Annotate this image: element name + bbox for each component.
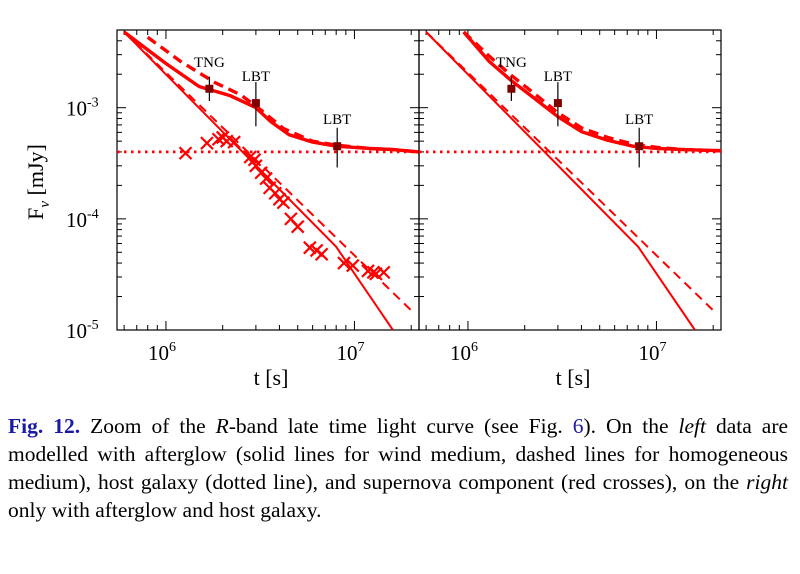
telescope-label: LBT xyxy=(544,69,572,85)
supernova-cross xyxy=(227,135,241,149)
figure-caption: Fig. 12. Zoom of the R-band late time li… xyxy=(8,412,788,524)
supernova-cross-stroke xyxy=(268,186,283,201)
data-square xyxy=(333,142,342,151)
x-tick-label: 107 xyxy=(336,340,364,365)
caption-band: R xyxy=(215,414,229,438)
supernova-cross-stroke xyxy=(337,256,351,270)
caption-text: Zoom of the xyxy=(80,414,216,438)
supernova-cross-stroke xyxy=(211,132,226,147)
wind-afterglow-line xyxy=(123,31,394,330)
photometry-point: LBT xyxy=(323,112,351,168)
y-axis-label: Fν [mJy] xyxy=(23,144,53,220)
x-tick-exponent: 7 xyxy=(659,340,666,355)
y-tick-label: 10-3 xyxy=(66,96,99,121)
axis-labels: 106 107 t [s] 10-3 10-4 10-5 Fν [mJy] 106 107 t [… xyxy=(23,96,666,390)
supernova-cross xyxy=(290,219,305,234)
y-tick-label: 10-5 xyxy=(66,318,99,343)
supernova-cross-stroke xyxy=(314,247,329,262)
supernova-cross xyxy=(276,195,291,210)
x-tick-label: 106 xyxy=(450,340,478,365)
x-tick-exponent: 6 xyxy=(471,340,478,355)
x-axis-label: t [s] xyxy=(556,365,591,390)
photometry-point: LBT xyxy=(242,69,270,127)
homogeneous-afterglow-line xyxy=(425,31,714,312)
homogeneous-total-curve xyxy=(146,35,419,154)
plot-area xyxy=(117,30,419,330)
caption-right-word: right xyxy=(746,470,788,494)
supernova-cross xyxy=(376,265,391,280)
photometry-point: LBT xyxy=(544,69,572,127)
caption-text: -band late time light curve (see Fig. xyxy=(228,414,573,438)
x-tick-exponent: 6 xyxy=(169,340,176,355)
caption-label: Fig. 12. xyxy=(8,414,81,438)
caption-text: only with afterglow and host galaxy. xyxy=(8,498,322,522)
supernova-cross xyxy=(249,159,263,173)
left-panel: TNG LBT LBT xyxy=(116,29,420,331)
supernova-cross-stroke xyxy=(247,152,262,167)
homogeneous-total-curve xyxy=(462,30,721,153)
data-square xyxy=(635,142,644,151)
supernova-cross-stroke xyxy=(284,212,298,226)
x-tick-label: 107 xyxy=(638,340,666,365)
supernova-cross-stroke xyxy=(376,265,391,280)
supernova-cross-stroke xyxy=(276,195,291,210)
telescope-label: LBT xyxy=(323,112,351,128)
axis-ticks xyxy=(117,29,419,331)
supernova-cross-stroke xyxy=(346,258,360,273)
right-panel: TNG LBT LBT xyxy=(418,29,722,331)
supernova-cross xyxy=(314,247,329,262)
photometry-point: LBT xyxy=(625,112,653,168)
homogeneous-afterglow-line xyxy=(123,31,412,312)
x-tick-label: 106 xyxy=(148,340,176,365)
supernova-cross-stroke xyxy=(303,240,317,255)
photometry-point: TNG xyxy=(496,55,527,101)
wind-total-curve xyxy=(462,30,721,153)
x-tick-exponent: 7 xyxy=(357,340,364,355)
wind-total-curve xyxy=(123,30,419,154)
supernova-cross xyxy=(200,136,214,150)
telescope-label: TNG xyxy=(194,55,225,71)
data-square xyxy=(507,84,516,93)
caption-text: ). On the xyxy=(583,414,679,438)
telescope-label: LBT xyxy=(625,112,653,128)
y-tick-exponent: -4 xyxy=(87,207,99,222)
supernova-cross-stroke xyxy=(249,159,263,173)
supernova-cross-stroke xyxy=(178,146,193,160)
y-axis-subscript: ν xyxy=(37,201,53,208)
y-tick-label: 10-4 xyxy=(66,207,99,232)
data-square xyxy=(205,84,214,93)
supernova-cross-stroke xyxy=(200,136,214,150)
y-tick-exponent: -3 xyxy=(87,96,99,111)
y-tick-exponent: -5 xyxy=(87,318,99,333)
supernova-cross-stroke xyxy=(259,171,273,186)
telescope-label: TNG xyxy=(496,55,527,71)
data-square xyxy=(553,99,562,108)
caption-text: data are modelled with afterglow (solid … xyxy=(8,414,789,494)
wind-afterglow-line xyxy=(425,31,696,330)
caption-fig-ref-link[interactable]: 6 xyxy=(572,414,584,438)
supernova-cross-stroke xyxy=(361,264,375,278)
supernova-cross xyxy=(211,132,226,147)
supernova-cross xyxy=(178,146,193,160)
plot-area xyxy=(419,30,721,330)
supernova-cross-stroke xyxy=(290,219,305,234)
telescope-label: LBT xyxy=(242,69,270,85)
caption-left-word: left xyxy=(678,414,706,438)
x-axis-label: t [s] xyxy=(254,365,289,390)
plot-frame xyxy=(418,29,722,331)
supernova-cross xyxy=(346,258,360,273)
supernova-cross-stroke xyxy=(227,135,241,149)
data-square xyxy=(251,99,260,108)
supernova-cross xyxy=(259,171,273,186)
supernova-cross xyxy=(337,256,351,270)
y-axis-unit: [mJy] xyxy=(23,144,48,201)
photometry-point: TNG xyxy=(194,55,225,101)
